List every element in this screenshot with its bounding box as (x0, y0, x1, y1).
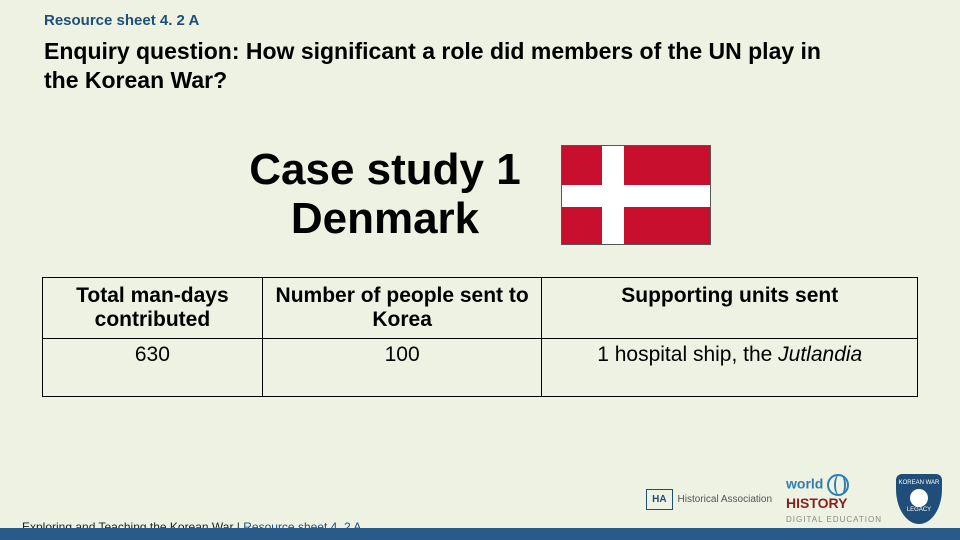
logo-korean-war-legacy: KOREAN WAR LEGACY (896, 474, 942, 524)
cell-support: 1 hospital ship, the Jutlandia (542, 338, 918, 396)
case-study-title: Case study 1 Denmark (249, 146, 520, 243)
wh-word1: world (786, 476, 823, 492)
col-header-man-days: Total man-days contributed (43, 277, 263, 338)
flag-cross-v (602, 146, 624, 244)
resource-sheet-label: Resource sheet 4. 2 A (0, 0, 960, 29)
col-header-people: Number of people sent to Korea (262, 277, 542, 338)
case-title-line2: Denmark (249, 195, 520, 243)
footer-strip (0, 528, 960, 540)
footer: Exploring and Teaching the Korean War | … (0, 520, 960, 540)
denmark-flag-icon (561, 145, 711, 245)
wh-word2: HISTORY (786, 495, 847, 511)
ha-text: Historical Association (678, 494, 772, 505)
table-header-row: Total man-days contributed Number of peo… (43, 277, 918, 338)
support-ship-name: Jutlandia (778, 343, 862, 366)
table-value-row: 630 100 1 hospital ship, the Jutlandia (43, 338, 918, 396)
footer-logos: HA Historical Association world HISTORY … (646, 474, 942, 524)
flag-cross-h (562, 185, 710, 207)
col-header-support: Supporting units sent (542, 277, 918, 338)
data-table: Total man-days contributed Number of peo… (42, 277, 918, 397)
shield-round-icon (910, 489, 928, 507)
cell-people: 100 (262, 338, 542, 396)
world-history-text: world HISTORY DIGITAL EDUCATION (786, 474, 882, 524)
support-text: 1 hospital ship, the (597, 343, 778, 366)
shield-l2: LEGACY (896, 507, 942, 514)
case-title-line1: Case study 1 (249, 146, 520, 194)
logo-world-history: world HISTORY DIGITAL EDUCATION (786, 474, 882, 524)
ha-box-icon: HA (646, 489, 672, 510)
case-study-block: Case study 1 Denmark (0, 145, 960, 245)
shield-l1: KOREAN WAR (896, 480, 942, 487)
enquiry-question: Enquiry question: How significant a role… (0, 29, 880, 95)
cell-man-days: 630 (43, 338, 263, 396)
globe-icon (827, 474, 849, 496)
wh-sub: DIGITAL EDUCATION (786, 515, 882, 524)
logo-historical-association: HA Historical Association (646, 489, 772, 510)
